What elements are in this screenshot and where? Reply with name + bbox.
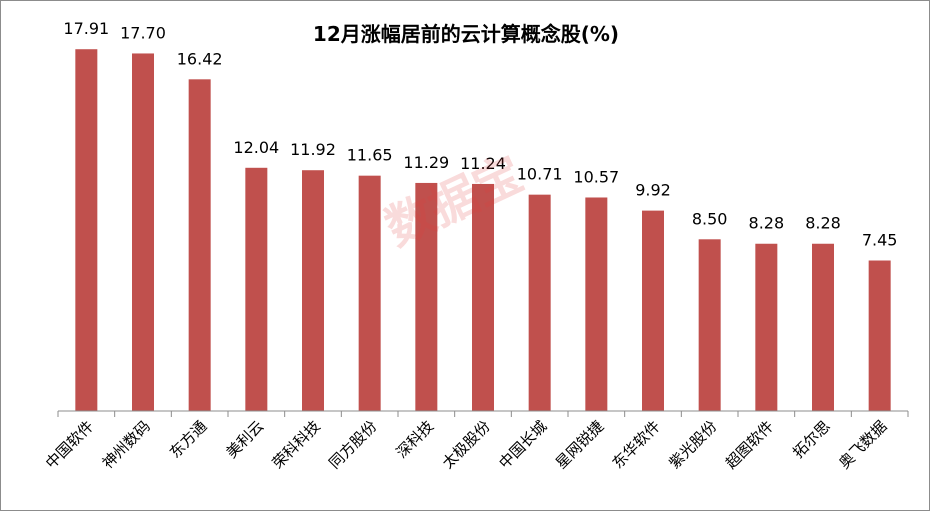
category-label: 中国软件 [42, 417, 97, 472]
bar-value-label: 17.91 [63, 19, 109, 38]
bar [415, 182, 438, 411]
bar-value-label: 10.57 [573, 167, 619, 186]
bar-value-label: 11.92 [290, 140, 336, 159]
bar-value-label: 7.45 [862, 231, 898, 250]
bar [868, 260, 891, 411]
bar [75, 49, 98, 412]
category-label: 星网锐捷 [552, 417, 607, 472]
category-label: 东方通 [166, 417, 211, 462]
category-label: 拓尔思 [789, 417, 834, 462]
bar-value-label: 11.29 [403, 153, 449, 172]
watermark: 数据宝 [377, 146, 531, 258]
bar-value-label: 17.70 [120, 23, 166, 42]
bar [528, 194, 551, 411]
bar-value-label: 9.92 [635, 181, 671, 200]
bar-value-label: 12.04 [233, 138, 279, 157]
bar-value-label: 16.42 [177, 49, 223, 68]
bar-value-label: 11.65 [347, 146, 393, 165]
bar [812, 243, 834, 411]
category-label: 中国长城 [495, 417, 550, 472]
bar [755, 243, 778, 411]
bar-value-label: 8.28 [805, 214, 841, 233]
category-label: 奥飞数据 [835, 417, 890, 472]
bar [302, 170, 324, 411]
bar-value-label: 10.71 [517, 165, 563, 184]
bar-value-label: 11.24 [460, 154, 506, 173]
category-label: 超图软件 [722, 417, 777, 472]
category-label: 荣科科技 [269, 417, 324, 472]
category-label: 太极股份 [439, 417, 494, 472]
bar [472, 183, 494, 411]
chart-title: 12月涨幅居前的云计算概念股(%) [313, 22, 619, 46]
bar [358, 175, 381, 411]
category-label: 神州数码 [99, 417, 154, 472]
category-label: 紫光股份 [665, 417, 720, 472]
bar [245, 167, 268, 411]
bar [585, 197, 608, 411]
category-label: 美利云 [223, 417, 268, 462]
bar [642, 210, 664, 411]
bar [188, 79, 211, 411]
category-label: 同方股份 [325, 417, 380, 472]
bar [698, 239, 721, 411]
bar-value-label: 8.50 [692, 209, 728, 228]
category-label: 深科技 [393, 417, 438, 462]
bar-value-label: 8.28 [749, 214, 785, 233]
category-label: 东华软件 [609, 417, 664, 472]
bar [132, 53, 154, 412]
